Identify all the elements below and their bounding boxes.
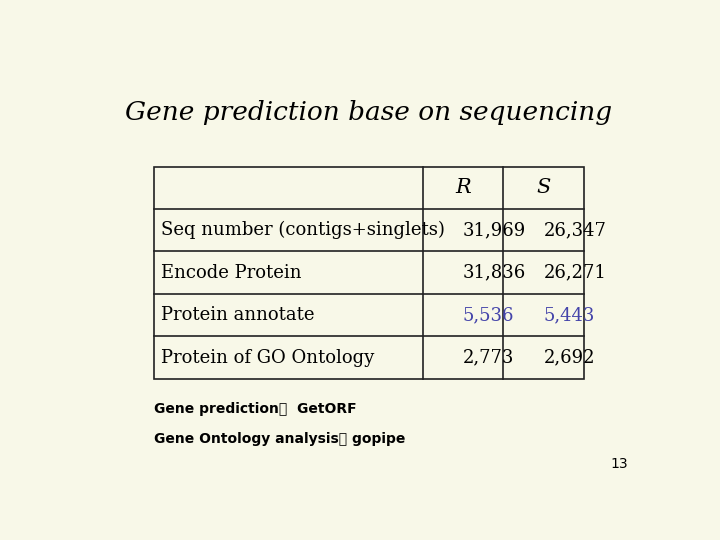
Text: 31,969: 31,969 bbox=[463, 221, 526, 239]
Text: Protein annotate: Protein annotate bbox=[161, 306, 315, 324]
Text: Gene Ontology analysis： gopipe: Gene Ontology analysis： gopipe bbox=[154, 431, 405, 446]
Text: 2,692: 2,692 bbox=[544, 348, 595, 367]
Text: 13: 13 bbox=[611, 457, 629, 471]
Bar bbox=[154, 167, 584, 379]
Text: 5,536: 5,536 bbox=[463, 306, 515, 324]
Text: Protein of GO Ontology: Protein of GO Ontology bbox=[161, 348, 374, 367]
Text: Seq number (contigs+singlets): Seq number (contigs+singlets) bbox=[161, 221, 445, 239]
Text: S: S bbox=[536, 178, 551, 198]
Text: Gene prediction：  GetORF: Gene prediction： GetORF bbox=[154, 402, 357, 416]
Text: 26,347: 26,347 bbox=[544, 221, 606, 239]
Text: 2,773: 2,773 bbox=[463, 348, 514, 367]
Text: Encode Protein: Encode Protein bbox=[161, 264, 302, 282]
Text: Gene prediction base on sequencing: Gene prediction base on sequencing bbox=[125, 100, 613, 125]
Text: R: R bbox=[455, 178, 471, 198]
Text: 31,836: 31,836 bbox=[463, 264, 526, 282]
Text: 5,443: 5,443 bbox=[544, 306, 595, 324]
Text: 26,271: 26,271 bbox=[544, 264, 606, 282]
